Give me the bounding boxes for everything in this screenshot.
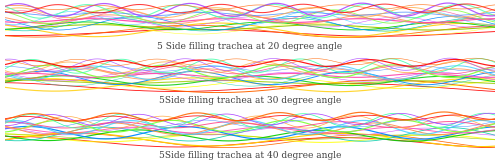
Text: 5Side filling trachea at 40 degree angle: 5Side filling trachea at 40 degree angle — [159, 151, 341, 160]
Text: 5 Side filling trachea at 20 degree angle: 5 Side filling trachea at 20 degree angl… — [158, 42, 342, 51]
Text: 5Side filling trachea at 30 degree angle: 5Side filling trachea at 30 degree angle — [159, 96, 341, 105]
